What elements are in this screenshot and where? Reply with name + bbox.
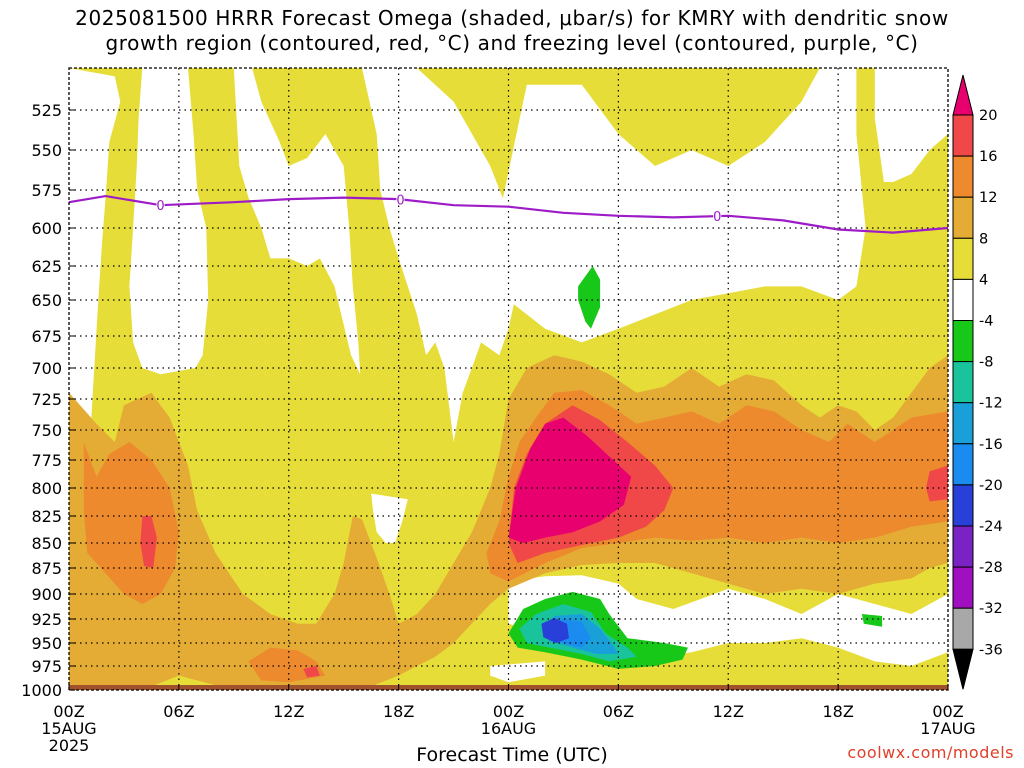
omega-white-upper-d [490,68,866,343]
colorbar-segment [952,484,974,527]
omega-core-above-20 [508,417,632,543]
y-tick-label: 900 [31,585,62,604]
colorbar-segment [952,443,974,486]
y-tick-label: 775 [31,451,62,470]
y-tick-label: 850 [31,534,62,553]
omega-white-upper-c [362,68,527,442]
omega-white-lower [508,575,948,666]
y-tick-label: 875 [31,559,62,578]
chart-title-line1: 2025081500 HRRR Forecast Omega (shaded, … [75,6,949,30]
colorbar-label: -4 [979,314,993,330]
y-tick-label: 925 [31,610,62,629]
omega-white-upper-e [874,68,948,182]
chart-title-line2: growth region (contoured, red, °C) and f… [105,31,919,55]
freezing-level-line [68,194,949,234]
x-tick-label: 06Z [603,702,634,721]
colorbar-label: 8 [979,231,988,247]
omega-neg-right [861,614,883,627]
omega-band-16-20-left [140,516,157,568]
colorbar-bottom-arrow [952,648,974,690]
colorbar-label: -28 [979,560,1003,576]
freezing-level-label: 0 [156,199,164,214]
y-tick-label: 525 [31,101,62,120]
x-tick-label: 12Z [713,702,744,721]
credit-text: coolwx.com/models [847,743,1014,762]
colorbar-segment [952,361,974,404]
colorbar-segment [952,525,974,568]
colorbar-label: -16 [979,437,1003,453]
y-tick-label: 800 [31,479,62,498]
y-tick-label: 700 [31,359,62,378]
x-tick-label: 2025 [49,736,90,755]
freezing-level-label: 0 [713,210,721,225]
omega-white-upper-a [129,68,209,375]
colorbar-segment [952,566,974,609]
y-tick-label: 725 [31,390,62,409]
y-tick-label: 600 [31,219,62,238]
colorbar-label: -12 [979,396,1003,412]
freezing-level-label-bg [713,210,722,223]
x-tick-label: 06Z [163,702,194,721]
y-tick-label: 650 [31,291,62,310]
freezing-level-label-bg [156,199,165,212]
colorbar-segment [952,278,974,321]
colorbar-label: -24 [979,519,1003,535]
y-tick-label: 575 [31,181,62,200]
freezing-level-label: 0 [396,193,404,208]
x-tick-label: 18Z [822,702,853,721]
omega-white-lower-center [490,661,546,683]
colorbar-label: -36 [979,642,1003,658]
omega-neg-20-24 [541,618,569,643]
x-tick-label: 00Z [932,702,963,721]
colorbar-segment [952,402,974,445]
colorbar-segment [952,320,974,363]
colorbar-segment [952,155,974,198]
x-tick-label: 15AUG [41,719,96,738]
omega-band-16-20-right [926,465,948,502]
colorbar-label: -32 [979,601,1003,617]
y-tick-label: 950 [31,634,62,653]
x-axis-label: Forecast Time (UTC) [416,744,608,766]
y-tick-label: 825 [31,507,62,526]
colorbar-label: -20 [979,478,1003,494]
y-tick-label: 750 [31,421,62,440]
y-tick-label: 675 [31,327,62,346]
colorbar-label: 20 [979,108,997,124]
x-tick-label: 00Z [53,702,84,721]
colorbar-segment [952,114,974,157]
colorbar-label: 12 [979,190,997,206]
x-tick-label: 18Z [383,702,414,721]
y-tick-label: 550 [31,141,62,160]
colorbar-label: -8 [979,355,993,371]
colorbar-segment [952,607,974,650]
y-tick-label: 1000 [21,681,62,700]
colorbar-label: 16 [979,149,997,165]
colorbar-label: 4 [979,272,988,288]
colorbar-top-arrow [952,74,974,116]
x-tick-label: 00Z [493,702,524,721]
freezing-level-label-bg [396,193,405,206]
omega-neg-upper [578,266,601,329]
x-tick-label: 12Z [273,702,304,721]
omega-white-upper-b [233,68,361,375]
x-tick-label: 16AUG [481,719,536,738]
y-tick-label: 975 [31,657,62,676]
colorbar-segment [952,196,974,239]
y-tick-label: 625 [31,257,62,276]
omega-band-12-16-left [83,442,179,604]
omega-band-16-20-small [303,666,320,678]
x-tick-label: 17AUG [920,719,975,738]
colorbar-segment [952,237,974,280]
chart-title: 2025081500 HRRR Forecast Omega (shaded, … [0,6,1024,56]
